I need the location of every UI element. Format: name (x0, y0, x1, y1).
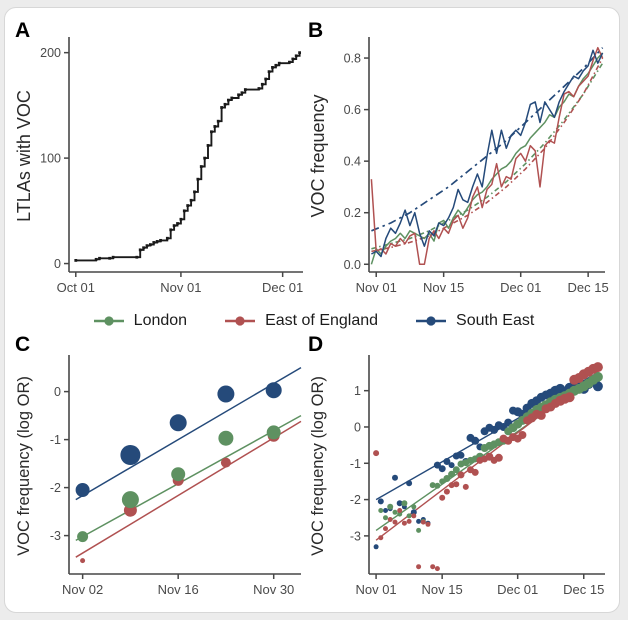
figure-card: A B C D LTLAs with VOC VOC frequency VOC… (4, 7, 620, 613)
panel-d-label: D (308, 333, 324, 356)
y-tick-label: -3 (50, 529, 61, 543)
y-tick-label: -2 (50, 481, 61, 495)
line-dot-icon (93, 316, 124, 326)
y-tick-label: 100 (40, 152, 61, 166)
y-tick-label: 0 (54, 385, 61, 399)
series-east-of-england-weekly-log-or (80, 429, 280, 564)
x-tick-label: Nov 16 (158, 582, 199, 597)
x-tick-label: Nov 01 (356, 280, 397, 295)
y-tick-label: 0.6 (344, 103, 361, 117)
x-axis: Nov 01 Nov 15 Dec 01 Dec 15 (356, 271, 609, 295)
x-axis: Oct 01 Nov 01 Dec 01 (57, 271, 303, 295)
y-tick-label: 200 (40, 46, 61, 60)
panel-a-label: A (15, 19, 31, 42)
y-tick-label: 0.2 (344, 206, 361, 220)
series-london-trend (75, 414, 302, 542)
line-dot-icon (416, 316, 447, 326)
y-tick-label: 1 (354, 384, 361, 398)
legend-label-south-east: South East (456, 312, 535, 329)
x-tick-label: Nov 15 (422, 582, 463, 597)
y-tick-label: -1 (50, 433, 61, 447)
x-axis: Nov 02 Nov 16 Nov 30 (62, 573, 301, 597)
x-axis: Nov 01 Nov 15 Dec 01 Dec 15 (355, 573, 605, 597)
legend-item-south-east: South East (414, 312, 534, 330)
y-tick-label: -3 (350, 529, 361, 543)
series-south-east-weekly-log-or (75, 382, 282, 497)
region-legend: London East of England South East (5, 304, 621, 338)
x-tick-label: Nov 01 (160, 280, 201, 295)
y-axis: 1 0 -1 -2 -3 (350, 355, 370, 574)
panel-c-label: C (15, 333, 31, 356)
weekly-log-or-scatter-chart: Nov 02 Nov 16 Nov 30 0 -1 -2 -3 (50, 355, 302, 597)
panel-c-y-axis-title: VOC frequency (log OR) (15, 376, 33, 556)
voc-frequency-line-chart: Nov 01 Nov 15 Dec 01 Dec 15 0.0 0.2 0.4 0.6 0.8 (344, 37, 609, 295)
x-tick-label: Dec 01 (262, 280, 303, 295)
y-tick-label: -1 (350, 457, 361, 471)
x-tick-label: Nov 02 (62, 582, 103, 597)
x-tick-label: Nov 30 (253, 582, 294, 597)
panel-b-label: B (308, 19, 324, 42)
y-tick-label: 0.4 (344, 155, 361, 169)
series-east-of-england-observed (370, 46, 604, 266)
series-south-east-observed (371, 49, 604, 258)
series-london-observed (370, 52, 604, 265)
series-south-east-model-fit (371, 47, 604, 232)
x-tick-label: Dec 01 (497, 582, 538, 597)
series-london-weekly-log-or (77, 425, 281, 543)
line-dot-icon (225, 316, 256, 326)
series-east-of-england-daily-log-or (373, 362, 603, 572)
series-east-of-england-model-fit (371, 57, 604, 253)
legend-label-london: London (133, 312, 188, 329)
y-axis: 0.0 0.2 0.4 0.6 0.8 (344, 37, 370, 272)
y-tick-label: 0 (54, 257, 61, 271)
ltla-cumulative-step-chart: Oct 01 Nov 01 Dec 01 0 100 200 (40, 37, 303, 295)
x-tick-label: Nov 01 (355, 582, 396, 597)
x-tick-label: Dec 01 (500, 280, 541, 295)
legend-item-london: London (92, 312, 187, 330)
y-tick-label: 0.8 (344, 52, 361, 66)
y-tick-label: 0.0 (344, 258, 361, 272)
x-tick-label: Nov 15 (423, 280, 464, 295)
daily-log-or-scatter-chart: Nov 01 Nov 15 Dec 01 Dec 15 1 0 -1 -2 -3 (350, 355, 605, 597)
series-london-model-fit (371, 62, 604, 250)
series-ltlas-with-voc-cumulative (74, 51, 302, 262)
panel-a-y-axis-title: LTLAs with VOC (14, 90, 34, 222)
legend-item-east-of-england: East of England (223, 312, 378, 330)
x-tick-label: Dec 15 (563, 582, 604, 597)
y-axis: 0 -1 -2 -3 (50, 355, 70, 574)
x-tick-label: Oct 01 (57, 280, 95, 295)
legend-label-east-of-england: East of England (265, 312, 379, 329)
y-tick-label: 0 (354, 420, 361, 434)
x-tick-label: Dec 15 (568, 280, 609, 295)
y-axis: 0 100 200 (40, 37, 70, 272)
series-east-of-england-trend (75, 420, 302, 558)
series-south-east-trend (75, 366, 302, 501)
y-tick-label: -2 (350, 493, 361, 507)
